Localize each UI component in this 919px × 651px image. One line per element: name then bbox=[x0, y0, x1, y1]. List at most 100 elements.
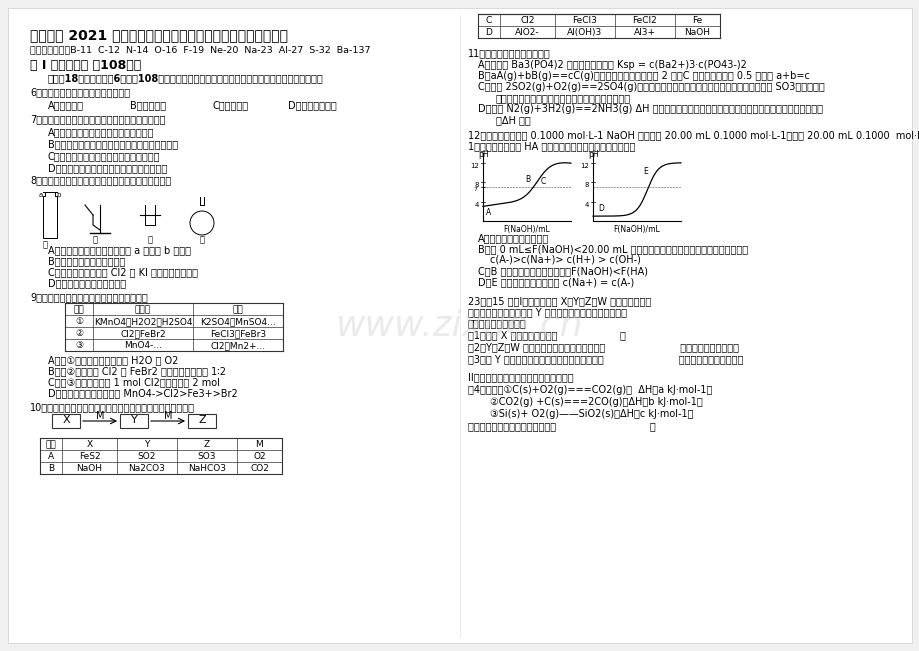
Text: D．E 点时溶液中离子浓度为 c(Na+) = c(A-): D．E 点时溶液中离子浓度为 c(Na+) = c(A-) bbox=[478, 277, 633, 287]
Text: II．运用所学化学原理，解决下列问题：: II．运用所学化学原理，解决下列问题： bbox=[468, 372, 573, 382]
Text: D．氧化还原反应: D．氧化还原反应 bbox=[288, 100, 336, 110]
Text: 相对位置如图所示，其中 Y 所处的周期序数与族序数相等。: 相对位置如图所示，其中 Y 所处的周期序数与族序数相等。 bbox=[468, 307, 627, 317]
Text: ②CO2(g) +C(s)===2CO(g)；ΔH＝b kJ·mol-1；: ②CO2(g) +C(s)===2CO(g)；ΔH＝b kJ·mol-1； bbox=[490, 397, 702, 407]
FancyBboxPatch shape bbox=[187, 414, 216, 428]
Text: Al3+: Al3+ bbox=[633, 28, 655, 37]
Text: D．装置丁：可用来制取氨气: D．装置丁：可用来制取氨气 bbox=[48, 278, 126, 288]
Text: F(NaOH)/mL: F(NaOH)/mL bbox=[613, 225, 660, 234]
Text: Z: Z bbox=[198, 415, 206, 425]
Text: F(NaOH)/mL: F(NaOH)/mL bbox=[503, 225, 550, 234]
Text: ③Si(s)+ O2(g)——SiO2(s)；ΔH＝c kJ·mol-1。: ③Si(s)+ O2(g)——SiO2(s)；ΔH＝c kJ·mol-1。 bbox=[490, 409, 693, 419]
Text: M: M bbox=[164, 411, 172, 421]
Text: pH: pH bbox=[587, 150, 598, 159]
Text: A．第①组反应的其余产物为 H2O 和 O2: A．第①组反应的其余产物为 H2O 和 O2 bbox=[48, 355, 178, 365]
Text: Cl2、Mn2+...: Cl2、Mn2+... bbox=[210, 341, 266, 350]
Text: A: A bbox=[48, 452, 54, 461]
Text: D: D bbox=[597, 204, 603, 213]
Text: A．右图是滴定盐酸的曲线: A．右图是滴定盐酸的曲线 bbox=[478, 233, 549, 243]
Text: C: C bbox=[485, 16, 492, 25]
Text: B．葡萄糖和银氨溶液发生银镜反应可用作制镜子: B．葡萄糖和银氨溶液发生银镜反应可用作制镜子 bbox=[48, 139, 178, 149]
Text: （4）已知：①C(s)+O2(g)===CO2(g)；  ΔH＝a kJ·mol-1；: （4）已知：①C(s)+O2(g)===CO2(g)； ΔH＝a kJ·mol-… bbox=[468, 385, 711, 395]
Text: 速率减小、逆反应速率增大，平衡向逆反应方向移动: 速率减小、逆反应速率增大，平衡向逆反应方向移动 bbox=[495, 93, 630, 103]
Text: 6．下列变化中确定没有单质生成的是: 6．下列变化中确定没有单质生成的是 bbox=[30, 87, 130, 97]
Text: FeCl3: FeCl3 bbox=[572, 16, 596, 25]
Text: C．装置丙：用于分别 Cl2 与 KI 溶液反应生成的碘: C．装置丙：用于分别 Cl2 与 KI 溶液反应生成的碘 bbox=[48, 267, 198, 277]
Text: B．第②组反应中 Cl2 与 FeBr2 的物质的量之比为 1∶2: B．第②组反应中 Cl2 与 FeBr2 的物质的量之比为 1∶2 bbox=[48, 366, 226, 376]
Text: B．aA(g)+bB(g)==cC(g)，若将容器体积增至原来 2 倍，C 浓度降至原来的 0.5 倍，则 a+b=c: B．aA(g)+bB(g)==cC(g)，若将容器体积增至原来 2 倍，C 浓度… bbox=[478, 71, 809, 81]
Text: NaOH: NaOH bbox=[684, 28, 709, 37]
Text: b: b bbox=[56, 192, 61, 198]
Text: 丁: 丁 bbox=[199, 235, 204, 244]
Text: KMnO4、H2O2、H2SO4: KMnO4、H2O2、H2SO4 bbox=[94, 317, 192, 326]
Text: AlO2-: AlO2- bbox=[515, 28, 539, 37]
Text: NaOH: NaOH bbox=[76, 464, 102, 473]
Text: 12．下图为常温下用 0.1000 mol·L-1 NaOH 溶液滴定 20.00 mL 0.1000 mol·L-1盐酸和 20.00 mL 0.1000  : 12．下图为常温下用 0.1000 mol·L-1 NaOH 溶液滴定 20.0… bbox=[468, 130, 919, 140]
Text: C．往花生油中加入稀硫酸能发生皂化反应: C．往花生油中加入稀硫酸能发生皂化反应 bbox=[48, 151, 160, 161]
Text: c(A-)>c(Na+)> c(H+) > c(OH-): c(A-)>c(Na+)> c(H+) > c(OH-) bbox=[490, 255, 641, 265]
Text: Y: Y bbox=[144, 440, 150, 449]
Text: www.zixue.cn: www.zixue.cn bbox=[335, 309, 584, 343]
Text: MnO4-...: MnO4-... bbox=[124, 341, 162, 350]
Text: 按要求回答下列问题：: 按要求回答下列问题： bbox=[468, 318, 527, 328]
Text: C: C bbox=[540, 177, 546, 186]
Text: X: X bbox=[86, 440, 93, 449]
Text: 11．下列叙述中，不正确的是: 11．下列叙述中，不正确的是 bbox=[468, 48, 550, 58]
Text: M: M bbox=[255, 440, 263, 449]
Text: CO2: CO2 bbox=[250, 464, 268, 473]
Text: A．汽油、柴油和植物油都是碳氢化合物: A．汽油、柴油和植物油都是碳氢化合物 bbox=[48, 127, 154, 137]
Text: 8: 8 bbox=[474, 182, 479, 188]
Text: 本卷共18小题，每小题6分，共108分。在每小题给出的四个选项中，只有一个选项符合题目要求。: 本卷共18小题，每小题6分，共108分。在每小题给出的四个选项中，只有一个选项符… bbox=[48, 73, 323, 83]
Text: E: E bbox=[642, 167, 647, 176]
Text: 12: 12 bbox=[470, 163, 479, 169]
Text: 12: 12 bbox=[580, 163, 588, 169]
Text: B: B bbox=[525, 174, 529, 184]
FancyBboxPatch shape bbox=[119, 414, 148, 428]
Text: 丙: 丙 bbox=[147, 235, 153, 244]
Text: C．第③组反应中生成 1 mol Cl2，转移电子 2 mol: C．第③组反应中生成 1 mol Cl2，转移电子 2 mol bbox=[48, 377, 220, 387]
Text: Fe: Fe bbox=[692, 16, 702, 25]
Text: FeCl2: FeCl2 bbox=[632, 16, 657, 25]
Text: a: a bbox=[39, 192, 43, 198]
Text: C．B 点时，反应消耗溶液体积：F(NaOH)<F(HA): C．B 点时，反应消耗溶液体积：F(NaOH)<F(HA) bbox=[478, 266, 647, 276]
Text: 1醋酸的曲线，若以 HA 表示酸，下列推断和说法不正确的是: 1醋酸的曲线，若以 HA 表示酸，下列推断和说法不正确的是 bbox=[468, 141, 635, 151]
Text: （3）含 Y 的某种盐常用作净水剂，其净水原理是                        （用离子方程式表示）。: （3）含 Y 的某种盐常用作净水剂，其净水原理是 （用离子方程式表示）。 bbox=[468, 354, 743, 364]
Text: C．对于 2SO2(g)+O2(g)==2SO4(g)的平衡体系，在温度、容器体积保持不变时充入少量 SO3，则正反应: C．对于 2SO2(g)+O2(g)==2SO4(g)的平衡体系，在温度、容器体… bbox=[478, 82, 823, 92]
Text: Cl2: Cl2 bbox=[519, 16, 534, 25]
Text: 乙: 乙 bbox=[93, 235, 97, 244]
Text: （1）写出 X 的原子结构示意图                    。: （1）写出 X 的原子结构示意图 。 bbox=[468, 330, 625, 340]
Text: 23．（15 分）I．短周期元素 X、Y、Z、W 在元素周期表中: 23．（15 分）I．短周期元素 X、Y、Z、W 在元素周期表中 bbox=[468, 296, 651, 306]
Text: D．对于 N2(g)+3H2(g)==2NH3(g) ΔH 的平衡体系，仅将全部物质液度加倍，平衡将向正反应方向移动，: D．对于 N2(g)+3H2(g)==2NH3(g) ΔH 的平衡体系，仅将全部… bbox=[478, 104, 823, 114]
Text: 7: 7 bbox=[472, 187, 476, 192]
Text: A．加成反应: A．加成反应 bbox=[48, 100, 84, 110]
FancyBboxPatch shape bbox=[52, 414, 80, 428]
Text: 泉州一中 2021 届其次次模拟考理科综合力气测试试题化学部分: 泉州一中 2021 届其次次模拟考理科综合力气测试试题化学部分 bbox=[30, 28, 288, 42]
Text: A．装置甲：收集二氧化碳，从 a 口进气 b 口排气: A．装置甲：收集二氧化碳，从 a 口进气 b 口排气 bbox=[48, 245, 191, 255]
Text: ③: ③ bbox=[74, 341, 83, 350]
Text: D: D bbox=[485, 28, 492, 37]
Text: 4: 4 bbox=[584, 202, 588, 208]
Text: K2SO4、MnSO4...: K2SO4、MnSO4... bbox=[200, 317, 276, 326]
Text: ②: ② bbox=[74, 329, 83, 338]
Text: M: M bbox=[96, 411, 104, 421]
Text: （2）Y、Z、W 的简洁离子半径由大到小依次为                        （用离子符号表示）。: （2）Y、Z、W 的简洁离子半径由大到小依次为 （用离子符号表示）。 bbox=[468, 342, 738, 352]
Text: 产物: 产物 bbox=[233, 305, 244, 314]
Text: D．氧化性由强到弱依次为 MnO4->Cl2>Fe3+>Br2: D．氧化性由强到弱依次为 MnO4->Cl2>Fe3+>Br2 bbox=[48, 388, 237, 398]
Text: FeS2: FeS2 bbox=[79, 452, 100, 461]
Text: 反应物: 反应物 bbox=[135, 305, 151, 314]
Text: 相对原子质量：B-11  C-12  N-14  O-16  F-19  Ne-20  Na-23  Al-27  S-32  Ba-137: 相对原子质量：B-11 C-12 N-14 O-16 F-19 Ne-20 Na… bbox=[30, 45, 370, 54]
Text: 4: 4 bbox=[474, 202, 479, 208]
Text: NaHCO3: NaHCO3 bbox=[187, 464, 226, 473]
Text: Cl2、FeBr2: Cl2、FeBr2 bbox=[120, 329, 165, 338]
Text: O2: O2 bbox=[253, 452, 266, 461]
Text: X: X bbox=[62, 415, 70, 425]
Text: A: A bbox=[485, 208, 491, 217]
Text: 序号: 序号 bbox=[74, 305, 85, 314]
Text: 第 I 卷（选择题 共108分）: 第 I 卷（选择题 共108分） bbox=[30, 59, 142, 72]
Text: Z: Z bbox=[204, 440, 210, 449]
Text: C．置换反应: C．置换反应 bbox=[213, 100, 249, 110]
Text: B．分解反应: B．分解反应 bbox=[130, 100, 166, 110]
Text: Al(OH)3: Al(OH)3 bbox=[567, 28, 602, 37]
Text: B．当 0 mL≤F(NaOH)<20.00 mL 时，对应溶液中各离子浓度大小依次确定均为: B．当 0 mL≤F(NaOH)<20.00 mL 时，对应溶液中各离子浓度大小… bbox=[478, 244, 747, 254]
Text: 7．化学广泛应用于生产、生活。下列说法正确的是: 7．化学广泛应用于生产、生活。下列说法正确的是 bbox=[30, 114, 165, 124]
Text: SO3: SO3 bbox=[198, 452, 216, 461]
